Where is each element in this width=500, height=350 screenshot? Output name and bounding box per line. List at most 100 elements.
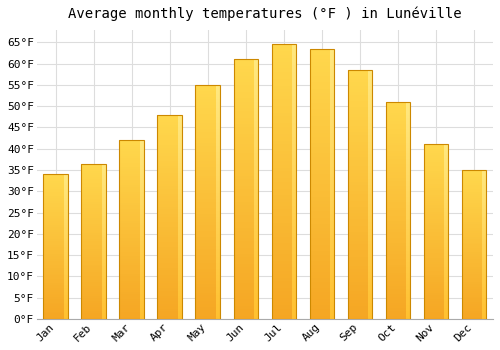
Bar (196, 307, 216, 310)
Bar (462, 185, 482, 187)
Bar (196, 299, 216, 301)
Bar (406, 297, 410, 300)
Bar (64, 187, 68, 189)
Bar (178, 268, 182, 271)
Bar (234, 231, 254, 235)
Bar (292, 106, 296, 110)
Bar (64, 227, 68, 229)
Bar (348, 235, 368, 238)
Bar (424, 306, 444, 308)
Bar (292, 254, 296, 257)
Bar (424, 177, 444, 179)
Bar (178, 260, 182, 263)
Bar (272, 223, 292, 226)
Bar (386, 167, 406, 170)
Bar (406, 262, 410, 265)
Bar (196, 85, 220, 319)
Bar (368, 223, 372, 225)
Bar (178, 204, 182, 206)
Bar (292, 140, 296, 144)
Bar (368, 285, 372, 288)
Bar (368, 288, 372, 291)
Bar (482, 224, 486, 226)
Bar (158, 212, 178, 214)
Bar (292, 305, 296, 309)
Bar (462, 304, 482, 306)
Bar (216, 205, 220, 208)
Bar (386, 183, 406, 186)
Bar (330, 177, 334, 180)
Bar (120, 183, 140, 185)
Bar (44, 308, 64, 310)
Bar (120, 283, 140, 285)
Bar (310, 163, 330, 167)
Bar (64, 209, 68, 210)
Bar (462, 289, 482, 291)
Bar (216, 181, 220, 184)
Bar (216, 243, 220, 246)
Bar (234, 270, 254, 273)
Bar (102, 259, 106, 261)
Bar (444, 195, 448, 197)
Bar (120, 158, 140, 160)
Bar (368, 229, 372, 232)
Bar (178, 127, 182, 130)
Bar (44, 223, 64, 225)
Bar (44, 207, 64, 209)
Bar (462, 296, 482, 299)
Bar (444, 308, 448, 310)
Bar (64, 268, 68, 270)
Bar (292, 278, 296, 281)
Bar (158, 268, 178, 271)
Bar (254, 228, 258, 231)
Bar (292, 237, 296, 240)
Bar (368, 185, 372, 188)
Bar (254, 309, 258, 313)
Bar (424, 260, 444, 262)
Bar (254, 199, 258, 202)
Bar (482, 315, 486, 317)
Bar (406, 137, 410, 140)
Bar (406, 292, 410, 294)
Bar (196, 301, 216, 304)
Bar (64, 246, 68, 248)
Bar (292, 257, 296, 260)
Bar (216, 225, 220, 228)
Bar (140, 256, 144, 259)
Bar (102, 167, 106, 169)
Bar (44, 268, 64, 270)
Bar (386, 191, 406, 194)
Bar (82, 226, 102, 228)
Bar (120, 140, 144, 319)
Bar (140, 194, 144, 196)
Bar (272, 219, 292, 223)
Bar (444, 273, 448, 275)
Bar (120, 156, 140, 158)
Bar (348, 207, 368, 210)
Bar (216, 316, 220, 319)
Bar (254, 108, 258, 111)
Bar (82, 303, 102, 305)
Bar (216, 275, 220, 278)
Bar (386, 126, 406, 129)
Bar (254, 183, 258, 186)
Bar (196, 199, 216, 202)
Bar (272, 172, 292, 175)
Bar (348, 275, 368, 279)
Bar (140, 254, 144, 256)
Bar (44, 232, 64, 234)
Bar (272, 254, 292, 257)
Bar (234, 273, 254, 277)
Bar (406, 205, 410, 208)
Bar (292, 189, 296, 192)
Bar (120, 165, 140, 167)
Bar (64, 239, 68, 241)
Bar (216, 91, 220, 94)
Bar (272, 302, 292, 305)
Bar (82, 201, 102, 202)
Bar (196, 287, 216, 290)
Bar (102, 253, 106, 255)
Bar (330, 258, 334, 261)
Bar (120, 238, 140, 241)
Bar (44, 205, 64, 207)
